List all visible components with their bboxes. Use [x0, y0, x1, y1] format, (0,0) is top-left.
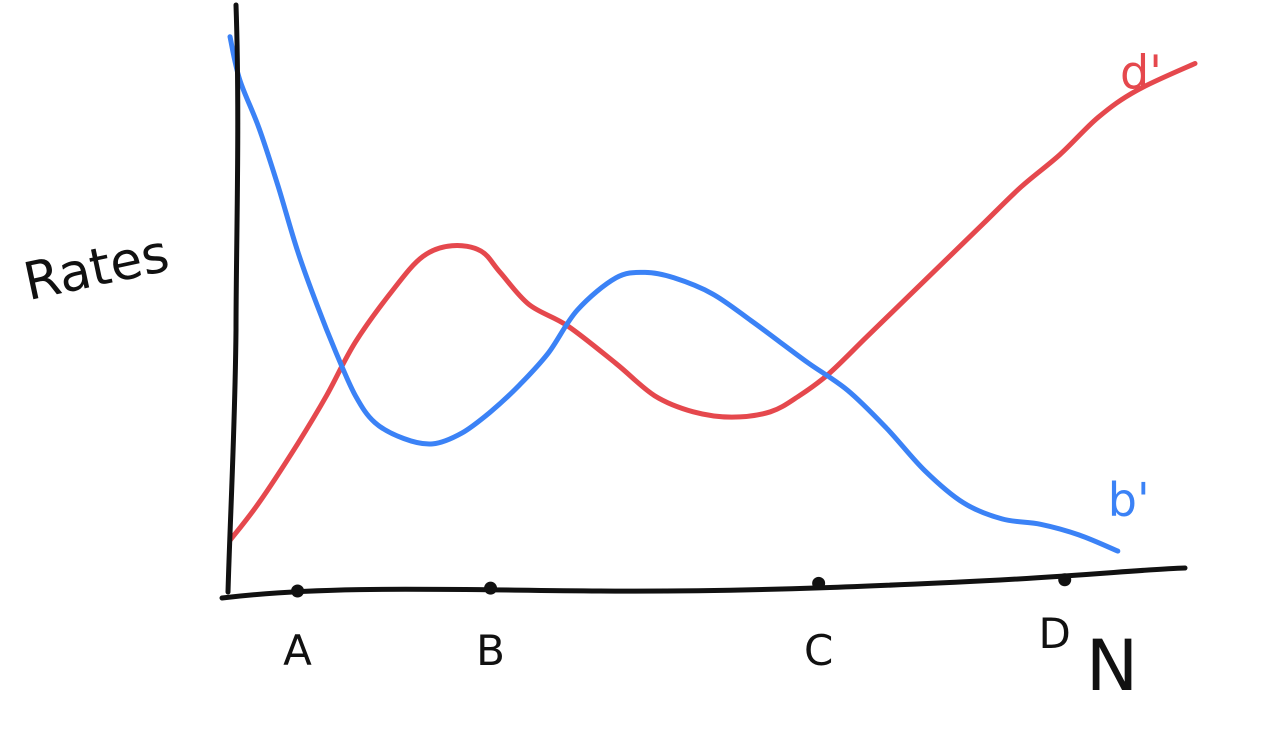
- x-marker-dot-c: [812, 576, 826, 590]
- series-line-b-prime: [227, 34, 1121, 554]
- series-label-d-prime: d': [1120, 45, 1162, 99]
- plot-layer: d' b': [227, 34, 1198, 554]
- x-axis-title: N: [1086, 625, 1138, 707]
- x-tick-label-c: C: [804, 626, 833, 675]
- axis-layer: A B C D: [219, 2, 1188, 675]
- series-label-b-prime: b': [1108, 473, 1150, 527]
- series-line-d-prime: [227, 61, 1198, 543]
- y-axis-line: [225, 2, 241, 595]
- x-marker-dot-d: [1058, 573, 1072, 587]
- x-axis-line: [219, 565, 1188, 601]
- y-axis-title: Rates: [19, 224, 175, 313]
- x-tick-label-d: D: [1039, 609, 1071, 658]
- x-tick-label-a: A: [283, 626, 312, 675]
- x-marker-dot-a: [291, 584, 305, 598]
- x-marker-dot-b: [484, 581, 498, 595]
- x-tick-label-b: B: [476, 626, 505, 675]
